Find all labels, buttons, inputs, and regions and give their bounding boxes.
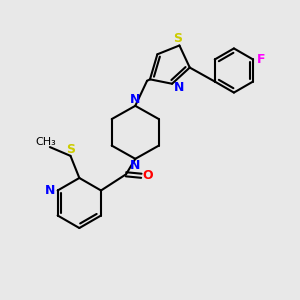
Text: S: S: [173, 32, 182, 46]
Text: N: N: [130, 93, 140, 106]
Text: N: N: [174, 81, 184, 94]
Text: S: S: [66, 143, 75, 157]
Text: N: N: [130, 159, 140, 172]
Text: F: F: [257, 53, 266, 66]
Text: N: N: [44, 184, 55, 197]
Text: CH₃: CH₃: [35, 137, 56, 147]
Text: O: O: [142, 169, 152, 182]
